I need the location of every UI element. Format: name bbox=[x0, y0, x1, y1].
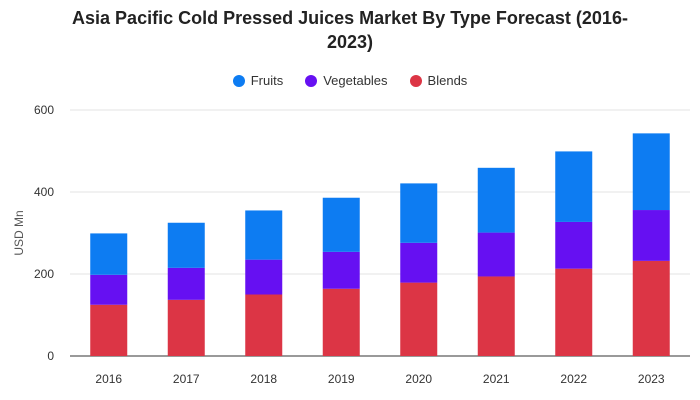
bar-fruits-2020[interactable] bbox=[400, 183, 438, 243]
bar-fruits-2016[interactable] bbox=[90, 233, 128, 275]
legend-swatch-fruits bbox=[232, 74, 245, 87]
y-tick-label: 200 bbox=[34, 267, 54, 281]
y-tick-label: 0 bbox=[47, 349, 54, 363]
x-tick-label: 2016 bbox=[95, 372, 122, 386]
bar-vegetables-2017[interactable] bbox=[167, 267, 205, 300]
bar-blends-2022[interactable] bbox=[555, 268, 593, 356]
bar-fruits-2017[interactable] bbox=[167, 222, 205, 268]
bar-fruits-2022[interactable] bbox=[555, 151, 593, 222]
bar-fruits-2018[interactable] bbox=[245, 210, 283, 260]
bar-blends-2023[interactable] bbox=[632, 260, 670, 356]
bar-vegetables-2018[interactable] bbox=[245, 259, 283, 295]
bar-blends-2018[interactable] bbox=[245, 294, 283, 357]
bar-blends-2016[interactable] bbox=[90, 304, 128, 356]
legend-label-vegetables: Vegetables bbox=[323, 73, 388, 88]
bar-fruits-2019[interactable] bbox=[322, 197, 360, 252]
legend-label-blends: Blends bbox=[427, 73, 468, 88]
bar-blends-2019[interactable] bbox=[322, 288, 360, 356]
y-axis-title: USD Mn bbox=[12, 210, 26, 255]
bar-vegetables-2022[interactable] bbox=[555, 221, 593, 269]
y-tick-label: 400 bbox=[34, 185, 54, 199]
chart-title: Asia Pacific Cold Pressed Juices Market … bbox=[0, 6, 700, 54]
x-tick-label: 2019 bbox=[328, 372, 355, 386]
chart-title-line-1: Asia Pacific Cold Pressed Juices Market … bbox=[72, 8, 628, 28]
bar-vegetables-2019[interactable] bbox=[322, 251, 360, 289]
legend-swatch-blends bbox=[409, 74, 422, 87]
x-tick-label: 2023 bbox=[638, 372, 665, 386]
y-axis-ticks: 0 200 400 600 bbox=[34, 103, 54, 363]
x-tick-label: 2022 bbox=[560, 372, 587, 386]
bar-fruits-2023[interactable] bbox=[632, 133, 670, 211]
chart-legend: Fruits Vegetables Blends bbox=[0, 73, 700, 88]
bar-vegetables-2020[interactable] bbox=[400, 242, 438, 283]
x-tick-label: 2017 bbox=[173, 372, 200, 386]
x-tick-label: 2018 bbox=[250, 372, 277, 386]
x-axis-ticks: 2016 2017 2018 2019 2020 2021 2022 2023 bbox=[95, 372, 665, 386]
y-tick-label: 600 bbox=[34, 103, 54, 117]
bar-blends-2021[interactable] bbox=[477, 276, 515, 356]
bar-vegetables-2016[interactable] bbox=[90, 274, 128, 305]
legend-item-vegetables[interactable]: Vegetables bbox=[305, 73, 388, 88]
gridlines bbox=[70, 109, 690, 357]
x-tick-label: 2021 bbox=[483, 372, 510, 386]
legend-item-blends[interactable]: Blends bbox=[409, 73, 468, 88]
bar-series bbox=[90, 133, 670, 356]
bar-fruits-2021[interactable] bbox=[477, 167, 515, 233]
bar-vegetables-2023[interactable] bbox=[632, 210, 670, 261]
legend-item-fruits[interactable]: Fruits bbox=[232, 73, 284, 88]
legend-swatch-vegetables bbox=[305, 74, 318, 87]
bar-vegetables-2021[interactable] bbox=[477, 232, 515, 277]
chart-title-line-2: 2023) bbox=[326, 32, 374, 52]
x-tick-label: 2020 bbox=[405, 372, 432, 386]
legend-label-fruits: Fruits bbox=[250, 73, 284, 88]
bar-blends-2020[interactable] bbox=[400, 282, 438, 356]
bar-blends-2017[interactable] bbox=[167, 299, 205, 356]
